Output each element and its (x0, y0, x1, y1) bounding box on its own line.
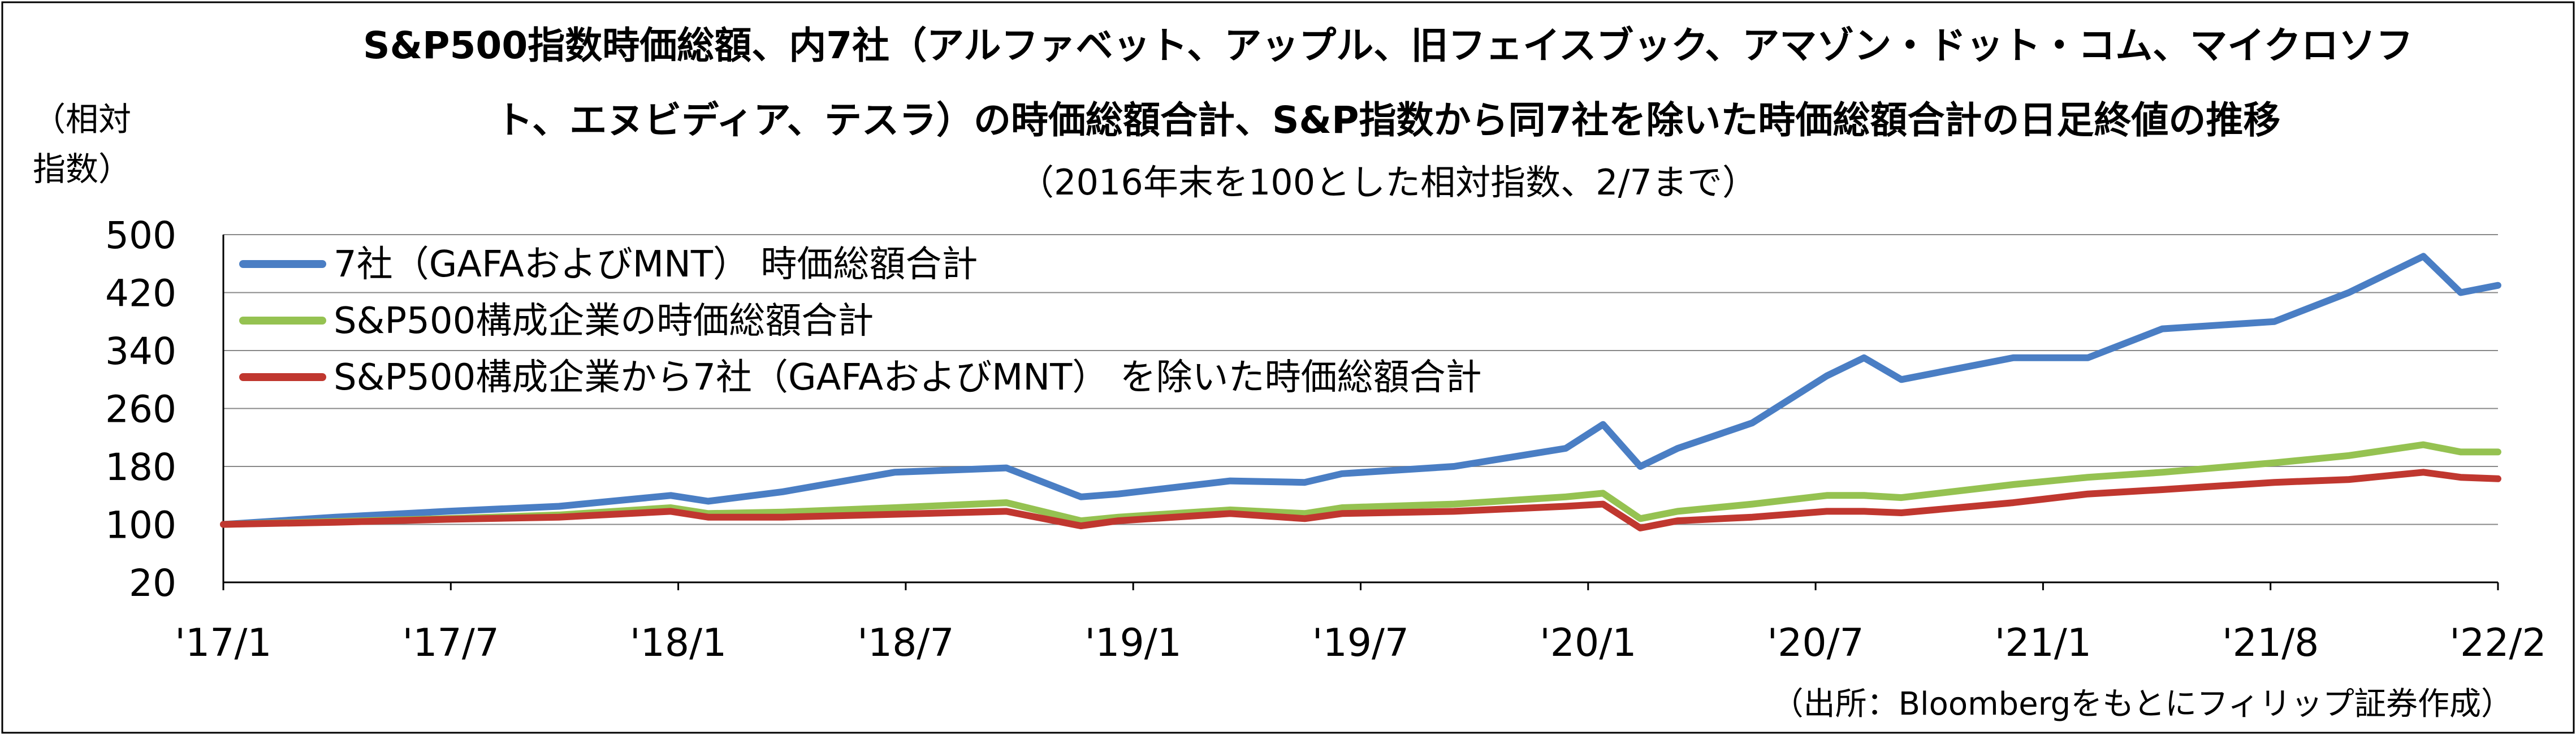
grid-lines (223, 234, 2498, 583)
axes: 20 100 180 260 340 420 500 '17/1 '17/7 '18/1 '18/7… (105, 214, 2547, 665)
y-tick-label: 100 (105, 504, 176, 547)
series-line-2 (220, 441, 2501, 528)
x-tick-label: '21/1 (1995, 621, 2091, 665)
y-tick-label: 500 (105, 214, 176, 257)
legend-label-2: S&P500構成企業の時価総額合計 (334, 300, 874, 342)
y-tick-label: 260 (105, 388, 176, 431)
y-tick-label: 180 (105, 446, 176, 489)
legend-label-1: 7社（GAFAおよびMNT） 時価総額合計 (334, 244, 978, 286)
series-line-3 (220, 469, 2501, 531)
y-tick-label: 340 (105, 330, 176, 373)
chart-title-line2: ト、エヌビディア、テスラ）の時価総額合計、S&P指数から同7社を除いた時価総額合… (495, 98, 2281, 142)
y-axis-label-line1: （相対 (33, 100, 132, 139)
x-tick-label: '20/1 (1540, 621, 1636, 665)
x-tick-label: '17/7 (403, 621, 499, 665)
x-tick-label: '22/2 (2449, 621, 2546, 665)
x-tick-label: '18/7 (857, 621, 954, 665)
x-tick-label: '20/7 (1767, 621, 1864, 665)
legend: 7社（GAFAおよびMNT） 時価総額合計 S&P500構成企業の時価総額合計 S&… (239, 244, 1482, 399)
x-tick-label: '17/1 (175, 621, 271, 665)
y-tick-label: 20 (129, 561, 176, 605)
x-tick-label: '18/1 (630, 621, 727, 665)
series-lines (220, 253, 2501, 531)
y-axis-label-line2: 指数） (33, 150, 132, 188)
x-tick-label: '19/1 (1084, 621, 1181, 665)
chart-title-line1: S&P500指数時価総額、内7社（アルファベット、アップル、旧フェイスブック、ア… (363, 24, 2413, 67)
x-tick-label: '21/8 (2222, 621, 2319, 665)
y-tick-label: 420 (105, 272, 176, 315)
source-note: （出所：Bloombergをもとにフィリップ証券作成） (1771, 686, 2513, 723)
legend-label-3: S&P500構成企業から7社（GAFAおよびMNT） を除いた時価総額合計 (334, 357, 1482, 399)
x-tick-label: '19/7 (1312, 621, 1409, 665)
chart-subtitle: （2016年末を100とした相対指数、2/7まで） (1019, 162, 1757, 203)
series-line-1 (220, 253, 2501, 528)
